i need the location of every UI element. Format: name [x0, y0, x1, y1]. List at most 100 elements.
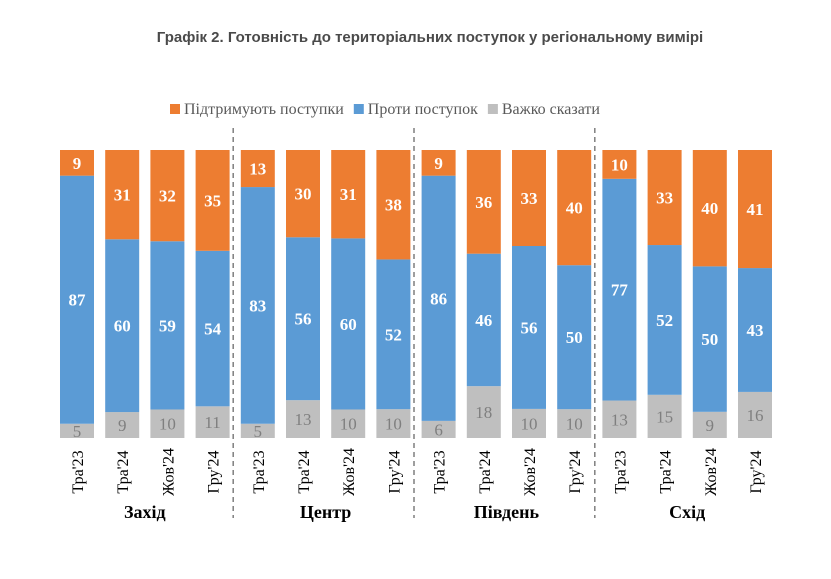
- bar-segment: [421, 420, 456, 438]
- x-tick-label: Тра'24: [296, 450, 313, 493]
- value-label: 13: [295, 410, 312, 429]
- bar-segment: [105, 150, 140, 240]
- x-tick-label: Тра'23: [612, 450, 629, 493]
- bar-segment: [150, 241, 185, 410]
- x-tick-label: Тра'24: [658, 450, 675, 493]
- bar-segment: [331, 150, 366, 239]
- bar-segment: [286, 400, 320, 438]
- legend-label: Важко сказати: [502, 101, 601, 118]
- value-label: 11: [204, 413, 220, 432]
- value-label: 33: [521, 189, 538, 208]
- x-tick-label: Жов'24: [341, 448, 358, 496]
- x-tick-label: Тра'24: [477, 450, 494, 493]
- value-label: 87: [69, 291, 87, 310]
- bar-segment: [602, 178, 637, 401]
- bar-segment: [647, 245, 682, 395]
- value-label: 33: [656, 189, 673, 208]
- bar-segment: [602, 150, 637, 179]
- bar-segment: [331, 238, 366, 410]
- value-label: 10: [521, 414, 538, 433]
- legend-label: Проти поступок: [368, 101, 478, 118]
- bar-segment: [60, 423, 94, 438]
- legend-swatch: [487, 104, 498, 114]
- value-label: 59: [159, 316, 176, 335]
- value-label: 5: [73, 422, 82, 441]
- value-label: 38: [385, 196, 402, 215]
- bar-segment: [512, 246, 546, 409]
- value-label: 50: [701, 330, 718, 349]
- bar-segment: [557, 150, 592, 266]
- value-label: 83: [249, 296, 266, 315]
- value-label: 35: [204, 191, 221, 210]
- x-tick-label: Гру'24: [386, 451, 403, 494]
- value-label: 43: [747, 321, 764, 340]
- x-tick-label: Гру'24: [567, 451, 584, 494]
- bar-segment: [647, 394, 682, 438]
- bar-segment: [60, 150, 94, 176]
- bar-segment: [557, 265, 592, 410]
- value-label: 46: [475, 311, 492, 330]
- group-label: Схід: [669, 502, 705, 522]
- value-label: 9: [118, 416, 127, 435]
- bar-segment: [286, 150, 320, 238]
- value-label: 32: [159, 187, 176, 206]
- x-tick-label: Тра'23: [432, 450, 449, 493]
- legend-label: Підтримують поступки: [184, 101, 344, 118]
- bar-segment: [376, 259, 411, 410]
- value-label: 6: [434, 420, 443, 439]
- value-label: 52: [656, 311, 673, 330]
- value-label: 36: [475, 193, 492, 212]
- value-label: 10: [611, 155, 628, 174]
- bar-segment: [105, 239, 140, 413]
- bar-segment: [105, 412, 140, 438]
- group-label: Південь: [474, 502, 540, 522]
- bar-segment: [150, 409, 185, 438]
- value-label: 13: [611, 410, 628, 429]
- value-label: 16: [747, 406, 764, 425]
- value-label: 86: [430, 289, 447, 308]
- value-label: 40: [701, 199, 718, 218]
- x-tick-label: Тра'23: [251, 450, 268, 493]
- bar-segment: [240, 423, 275, 438]
- value-label: 31: [340, 185, 357, 204]
- value-label: 60: [114, 317, 131, 336]
- value-label: 13: [249, 160, 266, 179]
- bar-segment: [466, 253, 501, 387]
- bar-segment: [195, 150, 230, 251]
- value-label: 50: [566, 328, 583, 347]
- value-label: 60: [340, 315, 357, 334]
- bar-segment: [692, 150, 727, 267]
- value-label: 56: [295, 310, 312, 329]
- value-label: 10: [385, 415, 402, 434]
- x-tick-label: Гру'24: [748, 451, 765, 494]
- bar-segment: [286, 237, 320, 401]
- value-label: 54: [204, 320, 222, 339]
- x-tick-label: Тра'23: [70, 450, 87, 493]
- legend: Підтримують поступки Проти поступок Важко …: [170, 101, 600, 118]
- value-label: 40: [566, 199, 583, 218]
- bar-segment: [466, 386, 501, 438]
- value-label: 31: [114, 186, 131, 205]
- value-label: 56: [521, 318, 538, 337]
- bar-segment: [512, 408, 546, 438]
- bar-segment: [738, 268, 772, 392]
- bar-segment: [557, 409, 592, 438]
- value-label: 52: [385, 325, 402, 344]
- bar-segment: [738, 150, 772, 269]
- bar-segment: [692, 411, 727, 438]
- x-tick-label: Жов'24: [160, 448, 177, 496]
- value-label: 30: [295, 185, 312, 204]
- bar-segment: [421, 150, 456, 176]
- value-label: 18: [475, 403, 492, 422]
- value-label: 5: [254, 422, 263, 441]
- value-label: 10: [159, 415, 176, 434]
- legend-swatch: [353, 104, 364, 114]
- value-label: 10: [340, 415, 357, 434]
- value-label: 77: [611, 281, 629, 300]
- value-label: 41: [747, 200, 764, 219]
- group-label: Центр: [300, 502, 351, 522]
- bar-segment: [692, 266, 727, 412]
- bar-segment: [512, 150, 546, 246]
- bar-segment: [421, 175, 456, 421]
